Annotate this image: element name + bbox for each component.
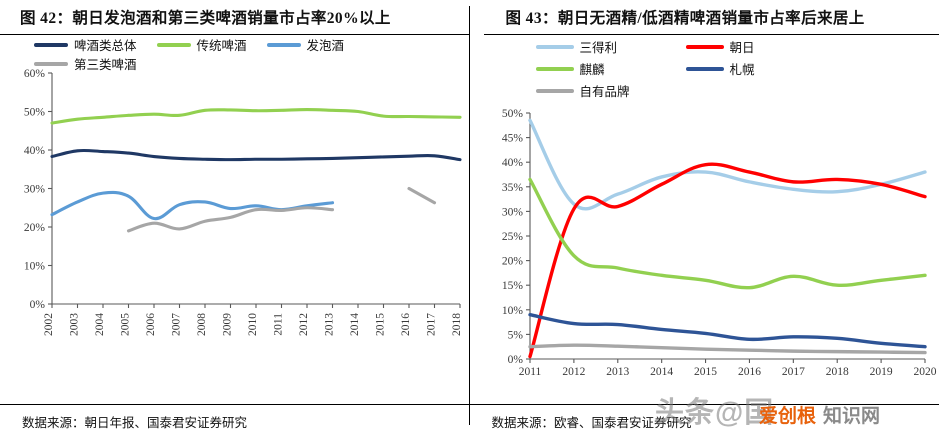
svg-text:40%: 40% [24, 145, 46, 157]
legend-swatch-private-brand [535, 88, 574, 93]
legend-item-asahi: 朝日 [685, 37, 836, 56]
svg-text:60%: 60% [24, 68, 46, 80]
legend-label-third-beer: 第三类啤酒 [74, 58, 137, 72]
right-title-rule [483, 34, 939, 35]
left-chart: 0% 10% 20% 30% 40% 50% 60% 2002 2003 2004 2005 2006… [0, 61, 470, 371]
svg-text:35%: 35% [501, 182, 523, 194]
left-title-row: 图 42：朝日发泡酒和第三类啤酒销量市占率20%以上 [0, 0, 470, 34]
panel-divider [469, 6, 470, 425]
right-source-rule [469, 404, 939, 405]
svg-text:2017: 2017 [781, 366, 804, 378]
svg-text:50%: 50% [501, 108, 523, 120]
left-source-rule [0, 404, 470, 405]
svg-text:2012: 2012 [562, 366, 585, 378]
right-source-row: 数据来源：欧睿、国泰君安证券研究 [469, 404, 939, 431]
svg-text:2017: 2017 [426, 313, 438, 336]
legend-item-beer-total: 啤酒类总体 [34, 35, 137, 54]
left-figure-title: 图 42：朝日发泡酒和第三类啤酒销量市占率20%以上 [20, 10, 391, 27]
svg-text:2013: 2013 [606, 366, 629, 378]
svg-text:10%: 10% [24, 261, 46, 273]
svg-text:2015: 2015 [375, 313, 387, 336]
svg-text:50%: 50% [24, 107, 46, 119]
left-title-rule [0, 34, 470, 35]
left-figure-panel: 图 42：朝日发泡酒和第三类啤酒销量市占率20%以上 啤酒类总体 传统啤酒 发泡… [0, 0, 470, 431]
svg-text:2014: 2014 [349, 313, 361, 336]
right-figure-title: 图 43：朝日无酒精/低酒精啤酒销量市占率后来居上 [505, 10, 865, 27]
svg-text:2016: 2016 [400, 313, 412, 336]
legend-label-kirin: 麒麟 [579, 63, 605, 77]
svg-text:2004: 2004 [94, 313, 106, 336]
legend-item-kirin: 麒麟 [535, 59, 686, 78]
right-chart-legend: 三得利 朝日 麒麟 札幌 自有品牌 [484, 35, 936, 103]
svg-text:2018: 2018 [825, 366, 848, 378]
svg-text:2006: 2006 [145, 313, 157, 336]
legend-label-suntory: 三得利 [579, 41, 618, 55]
svg-text:2016: 2016 [737, 366, 760, 378]
svg-text:2003: 2003 [69, 313, 81, 336]
left-chart-svg: 0% 10% 20% 30% 40% 50% 60% 2002 2003 2004 2005 2006… [24, 68, 463, 336]
legend-swatch-traditional-beer [156, 42, 191, 47]
svg-text:2011: 2011 [273, 313, 285, 336]
svg-text:2007: 2007 [171, 313, 183, 336]
svg-text:40%: 40% [501, 157, 523, 169]
legend-label-beer-total: 啤酒类总体 [74, 39, 137, 53]
svg-text:15%: 15% [501, 280, 523, 292]
legend-label-asahi: 朝日 [729, 41, 755, 55]
svg-text:2014: 2014 [650, 366, 673, 378]
svg-text:10%: 10% [501, 305, 523, 317]
svg-text:2019: 2019 [869, 366, 892, 378]
svg-text:45%: 45% [501, 133, 523, 145]
svg-text:2005: 2005 [120, 313, 132, 336]
left-source-row: 数据来源：朝日年报、国泰君安证券研究 [0, 404, 470, 431]
svg-text:30%: 30% [24, 184, 46, 196]
legend-label-traditional-beer: 传统啤酒 [196, 39, 247, 53]
svg-text:2011: 2011 [518, 366, 541, 378]
right-chart: 0% 5% 10% 15% 20% 25% 30% 35% 40% 45% 50% 2011 2012 2… [484, 103, 939, 398]
legend-swatch-suntory [535, 44, 574, 49]
legend-item-sapporo: 札幌 [685, 59, 836, 78]
legend-label-private-brand: 自有品牌 [579, 85, 630, 99]
svg-text:2013: 2013 [324, 313, 336, 336]
left-source-text: 数据来源：朝日年报、国泰君安证券研究 [22, 416, 248, 430]
svg-text:2012: 2012 [298, 313, 310, 336]
svg-text:2018: 2018 [451, 313, 463, 336]
svg-text:20%: 20% [501, 256, 523, 268]
legend-swatch-kirin [535, 66, 574, 71]
legend-swatch-third-beer [34, 61, 68, 66]
svg-text:5%: 5% [507, 329, 523, 341]
svg-text:20%: 20% [24, 222, 46, 234]
svg-text:0%: 0% [30, 299, 46, 311]
svg-text:0%: 0% [507, 354, 523, 366]
right-source-text: 数据来源：欧睿、国泰君安证券研究 [491, 416, 692, 430]
svg-text:30%: 30% [501, 206, 523, 218]
svg-text:2015: 2015 [694, 366, 717, 378]
right-title-row: 图 43：朝日无酒精/低酒精啤酒销量市占率后来居上 [484, 0, 939, 34]
legend-item-suntory: 三得利 [535, 37, 686, 56]
right-chart-svg: 0% 5% 10% 15% 20% 25% 30% 35% 40% 45% 50% 2011 2012 2… [501, 108, 936, 378]
svg-text:25%: 25% [501, 231, 523, 243]
legend-item-third-beer: 第三类啤酒 [34, 54, 137, 73]
svg-text:2009: 2009 [222, 313, 234, 336]
svg-text:2010: 2010 [247, 313, 259, 336]
legend-label-happoshu: 发泡酒 [306, 39, 345, 53]
legend-label-sapporo: 札幌 [729, 63, 755, 77]
legend-item-private-brand: 自有品牌 [535, 81, 686, 100]
svg-text:2002: 2002 [43, 313, 55, 336]
svg-text:2008: 2008 [196, 313, 208, 336]
legend-swatch-beer-total [34, 42, 68, 47]
legend-item-traditional-beer: 传统啤酒 [156, 35, 247, 54]
svg-text:2020: 2020 [913, 366, 936, 378]
legend-swatch-sapporo [685, 66, 724, 71]
legend-swatch-asahi [685, 44, 724, 49]
legend-item-happoshu: 发泡酒 [266, 35, 345, 54]
legend-swatch-happoshu [266, 42, 301, 47]
left-chart-legend: 啤酒类总体 传统啤酒 发泡酒 第三类啤酒 [0, 35, 470, 72]
right-figure-panel: 图 43：朝日无酒精/低酒精啤酒销量市占率后来居上 三得利 朝日 麒麟 札幌 [469, 0, 939, 431]
